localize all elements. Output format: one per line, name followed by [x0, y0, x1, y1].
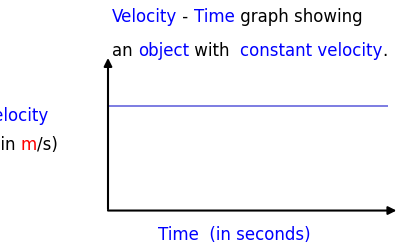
Text: an: an: [112, 42, 138, 60]
Text: .: .: [382, 42, 388, 60]
Text: constant velocity: constant velocity: [240, 42, 382, 60]
Text: Time  (in seconds): Time (in seconds): [158, 226, 310, 242]
Text: Velocity: Velocity: [0, 107, 49, 125]
Text: with: with: [189, 42, 240, 60]
Text: Time: Time: [194, 8, 234, 26]
Text: (in: (in: [0, 136, 21, 154]
Text: m: m: [21, 136, 37, 154]
Text: object: object: [138, 42, 189, 60]
Text: Velocity: Velocity: [112, 8, 177, 26]
Text: /s): /s): [37, 136, 58, 154]
Text: graph showing: graph showing: [234, 8, 362, 26]
Text: -: -: [177, 8, 194, 26]
